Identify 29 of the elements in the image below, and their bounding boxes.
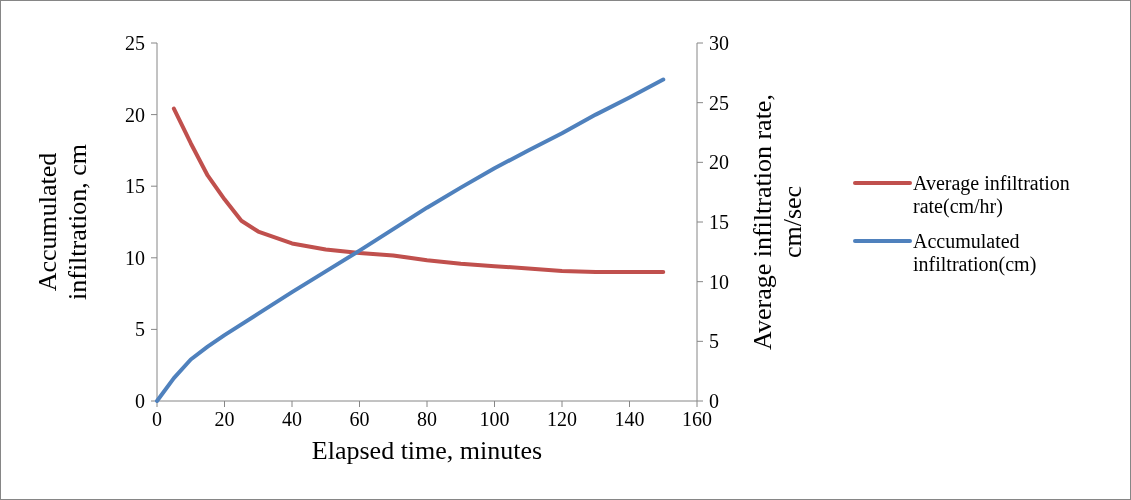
y2-tick-label: 20 — [709, 151, 729, 174]
y-axis-title: Accumulated infiltration, cm — [33, 144, 92, 300]
y-tick-label: 5 — [135, 318, 145, 341]
y-tick-label: 10 — [125, 246, 145, 269]
y-tick-label: 25 — [125, 32, 145, 54]
x-axis-title: Elapsed time, minutes — [311, 436, 543, 465]
line-series — [155, 77, 666, 403]
y2-tick-label: 30 — [709, 32, 729, 54]
y2-tick-label: 0 — [709, 390, 719, 412]
y2-tick-label: 15 — [709, 211, 729, 233]
y2-tick-label: 10 — [709, 270, 729, 293]
x-tick-label: 0 — [152, 408, 162, 430]
y-tick-label: 0 — [135, 390, 145, 412]
legend-label: Average infiltration rate(cm/hr) — [913, 172, 1070, 218]
y-tick-label: 20 — [125, 103, 145, 126]
x-tick-label: 140 — [614, 408, 645, 430]
x-tick-label: 40 — [282, 408, 302, 430]
line-series — [171, 106, 666, 275]
y-tick-label: 15 — [125, 175, 145, 198]
x-tick-label: 100 — [479, 408, 510, 430]
x-tick-label: 80 — [417, 408, 437, 430]
x-tick-label: 160 — [682, 408, 712, 430]
legend-label: Accumulated infiltration(cm) — [913, 230, 1037, 276]
y2-tick-label: 25 — [709, 91, 729, 114]
y2-axis-title: Average infiltration rate, cm/sec — [748, 94, 807, 350]
x-tick-label: 20 — [214, 408, 235, 430]
x-tick-label: 120 — [547, 408, 577, 430]
y2-tick-label: 5 — [709, 330, 719, 353]
x-tick-label: 60 — [349, 408, 370, 430]
